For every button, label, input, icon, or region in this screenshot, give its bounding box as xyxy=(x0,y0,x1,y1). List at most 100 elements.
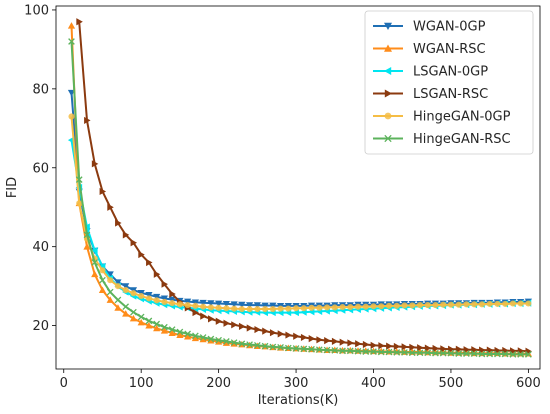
data-point xyxy=(161,323,168,331)
data-point xyxy=(114,283,122,290)
data-point xyxy=(323,304,331,311)
data-point xyxy=(223,338,230,345)
data-point xyxy=(161,280,169,288)
data-point xyxy=(138,292,145,300)
data-point xyxy=(269,305,276,313)
series-lsgan-rsc xyxy=(76,18,532,355)
data-point xyxy=(424,302,431,309)
data-point xyxy=(68,38,75,45)
data-point xyxy=(494,350,501,358)
data-point xyxy=(145,295,152,302)
data-point xyxy=(153,324,161,332)
y-tick-label: 100 xyxy=(24,3,49,18)
legend-item: HingeGAN-0GP xyxy=(373,110,511,125)
data-point xyxy=(207,304,214,311)
data-point xyxy=(191,334,199,342)
data-point xyxy=(517,300,524,307)
data-point xyxy=(447,349,455,357)
data-point xyxy=(509,351,517,358)
data-point xyxy=(184,298,192,306)
data-point xyxy=(238,340,246,348)
data-point xyxy=(401,343,409,351)
data-point xyxy=(331,304,338,311)
data-point xyxy=(478,350,486,358)
data-point xyxy=(261,302,269,310)
data-point xyxy=(99,187,107,196)
data-point xyxy=(192,302,199,309)
x-axis-label: Iterations(K) xyxy=(258,393,339,408)
data-point xyxy=(192,332,199,340)
data-point xyxy=(153,297,160,304)
data-point xyxy=(223,319,230,327)
data-point xyxy=(115,219,122,227)
data-point xyxy=(130,239,138,247)
data-point xyxy=(455,301,462,308)
data-point xyxy=(161,298,168,305)
data-point xyxy=(409,343,416,351)
data-point xyxy=(106,288,114,296)
data-point xyxy=(494,300,501,307)
data-point xyxy=(168,326,176,333)
legend-box xyxy=(364,10,534,155)
data-point xyxy=(501,350,509,358)
data-point xyxy=(331,337,339,345)
data-point xyxy=(107,277,114,284)
data-point xyxy=(231,305,238,312)
data-point xyxy=(137,318,145,326)
data-point xyxy=(401,302,408,309)
legend-label: LSGAN-RSC xyxy=(413,87,488,102)
data-point xyxy=(447,301,455,308)
data-point xyxy=(246,305,253,313)
data-point xyxy=(230,301,238,308)
data-point xyxy=(285,305,292,312)
data-point xyxy=(432,344,440,353)
series-line xyxy=(70,140,529,314)
data-point xyxy=(207,336,215,344)
data-point xyxy=(153,320,161,328)
data-point xyxy=(362,348,370,355)
data-point xyxy=(502,300,509,307)
axis-ticks: 0 100 200 300 400 500 600 20 40 60 80 100 xyxy=(24,3,541,391)
data-point xyxy=(122,310,130,317)
y-tick-label: 40 xyxy=(32,240,49,255)
data-point xyxy=(191,299,199,306)
data-point xyxy=(339,338,347,346)
data-point xyxy=(99,267,106,274)
data-point xyxy=(324,336,331,345)
data-point xyxy=(130,308,137,316)
legend-item: HingeGAN-RSC xyxy=(373,132,511,147)
data-point xyxy=(246,324,254,332)
data-point xyxy=(254,325,261,334)
x-tick-label: 0 xyxy=(60,376,68,391)
data-point xyxy=(486,350,494,358)
data-point xyxy=(470,350,478,357)
data-point xyxy=(417,344,424,352)
legend-label: WGAN-RSC xyxy=(413,42,486,57)
data-point xyxy=(176,301,183,308)
data-point xyxy=(401,349,408,356)
data-point xyxy=(160,327,169,334)
data-point xyxy=(385,302,393,309)
data-point xyxy=(370,303,377,310)
data-point xyxy=(184,302,191,309)
data-point xyxy=(238,322,246,330)
data-point xyxy=(68,113,75,120)
data-point xyxy=(284,344,292,352)
legend: WGAN-0GP WGAN-RSC LSGAN-0GP LSGAN-RSC HingeG… xyxy=(364,10,534,155)
data-point xyxy=(300,305,307,312)
data-point xyxy=(153,293,161,301)
data-point xyxy=(184,333,192,340)
x-tick-label: 400 xyxy=(361,376,386,391)
data-point xyxy=(300,333,308,342)
data-point xyxy=(215,336,222,344)
data-point xyxy=(91,270,99,278)
data-point xyxy=(432,349,439,357)
data-point xyxy=(440,301,447,308)
data-point xyxy=(169,290,176,298)
data-point xyxy=(370,341,378,349)
data-point xyxy=(253,302,261,309)
y-tick-label: 60 xyxy=(32,161,49,176)
data-point xyxy=(91,259,99,266)
data-point xyxy=(98,286,107,293)
data-point xyxy=(223,305,230,312)
